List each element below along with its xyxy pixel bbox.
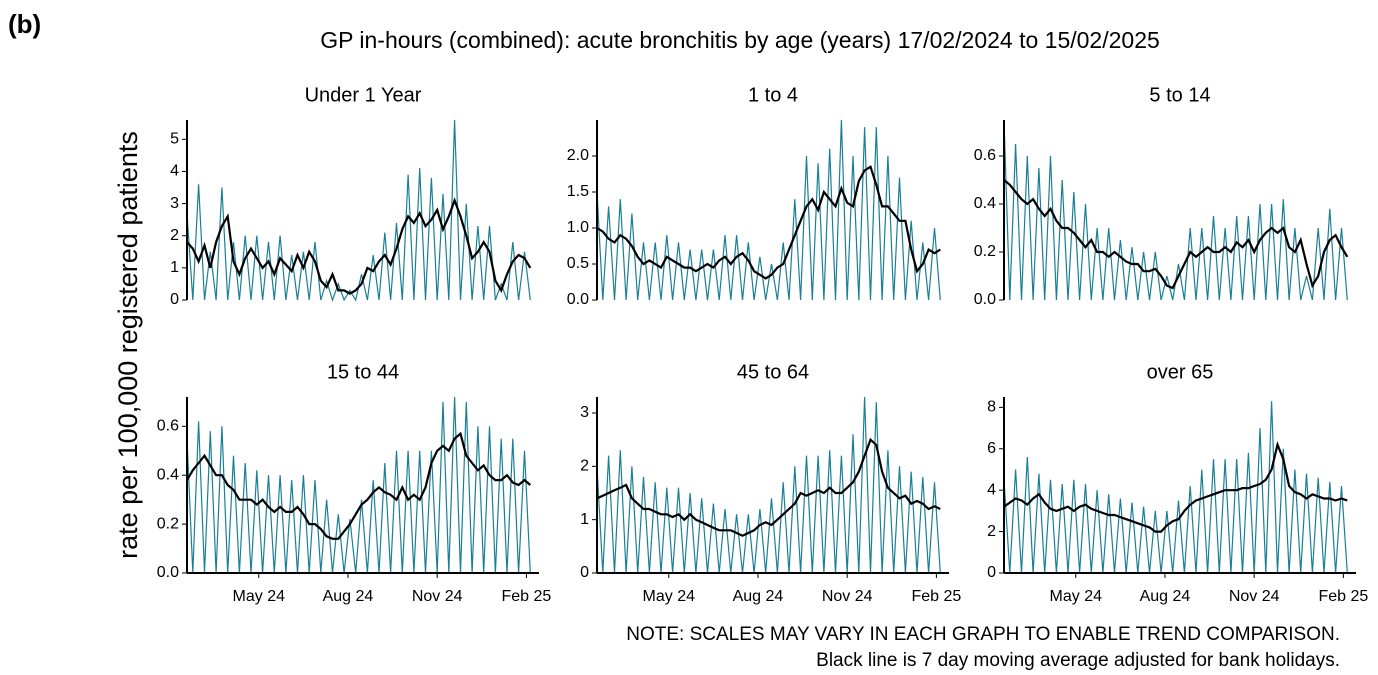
panel-title: 15 to 44	[327, 361, 399, 383]
y-tick-label: 0.6	[157, 418, 179, 435]
daily-line	[186, 396, 531, 574]
x-tick-label: May 24	[1050, 588, 1103, 605]
panel-title: 5 to 14	[1149, 84, 1210, 106]
y-tick-label: 2.0	[567, 147, 589, 164]
y-tick-label: 3	[170, 195, 179, 212]
y-tick-label: 8	[987, 399, 996, 416]
x-tick-label: Feb 25	[1318, 588, 1368, 605]
x-tick-label: Aug 24	[323, 588, 374, 605]
y-tick-label: 0.0	[157, 564, 179, 581]
y-tick-label: 1.5	[567, 183, 589, 200]
y-tick-label: 0	[987, 564, 996, 581]
y-tick-label: 1	[580, 511, 589, 528]
panel-title: 45 to 64	[737, 361, 809, 383]
y-tick-label: 1.0	[567, 219, 589, 236]
y-axis-label: rate per 100,000 registered patients	[113, 131, 143, 559]
y-tick-label: 0.5	[567, 255, 589, 272]
moving-average-line	[596, 437, 941, 537]
x-tick-label: Aug 24	[733, 588, 784, 605]
daily-line	[596, 119, 941, 301]
y-tick-label: 3	[580, 404, 589, 421]
y-tick-label: 0.6	[974, 147, 996, 164]
daily-line	[1003, 401, 1348, 574]
moving-average-line	[1003, 440, 1348, 533]
y-tick-label: 5	[170, 131, 179, 148]
x-tick-label: Nov 24	[412, 588, 463, 605]
panel-title: Under 1 Year	[305, 84, 422, 106]
y-tick-label: 2	[580, 458, 589, 475]
x-tick-label: May 24	[643, 588, 696, 605]
x-tick-label: May 24	[233, 588, 286, 605]
y-tick-label: 0.2	[157, 515, 179, 532]
note: NOTE: SCALES MAY VARY IN EACH GRAPH TO E…	[626, 624, 1340, 645]
y-tick-label: 4	[170, 163, 179, 180]
x-tick-label: Feb 25	[911, 588, 961, 605]
y-tick-label: 2	[170, 227, 179, 244]
note: Black line is 7 day moving average adjus…	[816, 650, 1340, 671]
y-tick-label: 0.4	[157, 466, 179, 483]
y-tick-label: 0.0	[974, 291, 996, 308]
moving-average-line	[186, 197, 532, 295]
panel-title: over 65	[1147, 361, 1214, 383]
y-tick-label: 2	[987, 523, 996, 540]
y-tick-label: 6	[987, 440, 996, 457]
panel-label: (b)	[8, 9, 41, 39]
moving-average-line	[186, 431, 532, 540]
y-tick-label: 0.0	[567, 291, 589, 308]
daily-line	[1003, 119, 1348, 301]
moving-average-line	[1003, 179, 1349, 290]
y-tick-label: 4	[987, 481, 996, 498]
y-tick-label: 0.2	[974, 243, 996, 260]
y-tick-label: 0	[170, 291, 179, 308]
daily-line	[596, 396, 941, 574]
panel-title: 1 to 4	[748, 84, 798, 106]
x-tick-label: Aug 24	[1140, 588, 1191, 605]
chart-title: GP in-hours (combined): acute bronchitis…	[320, 27, 1160, 53]
y-tick-label: 0.4	[974, 195, 996, 212]
y-tick-label: 0	[580, 564, 589, 581]
x-tick-label: Nov 24	[822, 588, 873, 605]
x-tick-label: Feb 25	[501, 588, 551, 605]
x-tick-label: Nov 24	[1229, 588, 1280, 605]
y-tick-label: 1	[170, 259, 179, 276]
moving-average-line	[596, 165, 941, 280]
